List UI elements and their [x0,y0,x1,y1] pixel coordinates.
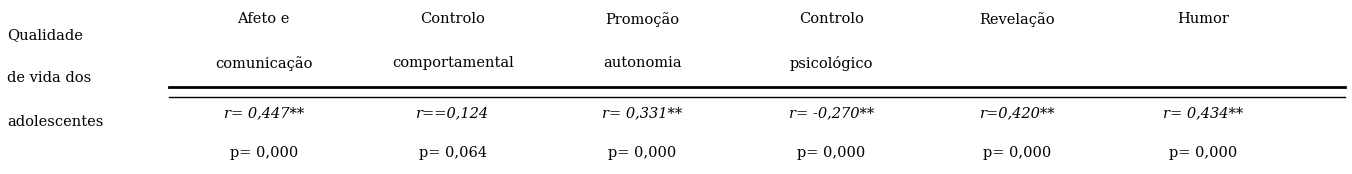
Text: r= 0,447**: r= 0,447** [223,106,304,120]
Text: comunicação: comunicação [215,56,312,70]
Text: Controlo: Controlo [420,12,485,26]
Text: Promoção: Promoção [606,12,679,27]
Text: Qualidade: Qualidade [7,28,82,42]
Text: Controlo: Controlo [799,12,864,26]
Text: r=0,420**: r=0,420** [980,106,1055,120]
Text: psicológico: psicológico [790,56,873,71]
Text: p= 0,000: p= 0,000 [983,146,1052,160]
Text: p= 0,064: p= 0,064 [419,146,487,160]
Text: r==0,124: r==0,124 [416,106,489,120]
Text: r= 0,331**: r= 0,331** [602,106,683,120]
Text: Humor: Humor [1178,12,1229,26]
Text: comportamental: comportamental [392,56,514,70]
Text: p= 0,000: p= 0,000 [798,146,865,160]
Text: autonomia: autonomia [603,56,681,70]
Text: p= 0,000: p= 0,000 [230,146,297,160]
Text: Revelação: Revelação [980,12,1055,27]
Text: p= 0,000: p= 0,000 [608,146,676,160]
Text: r= 0,434**: r= 0,434** [1163,106,1244,120]
Text: de vida dos: de vida dos [7,71,91,85]
Text: p= 0,000: p= 0,000 [1169,146,1237,160]
Text: Afeto e: Afeto e [238,12,289,26]
Text: r= -0,270**: r= -0,270** [788,106,875,120]
Text: adolescentes: adolescentes [7,115,103,129]
